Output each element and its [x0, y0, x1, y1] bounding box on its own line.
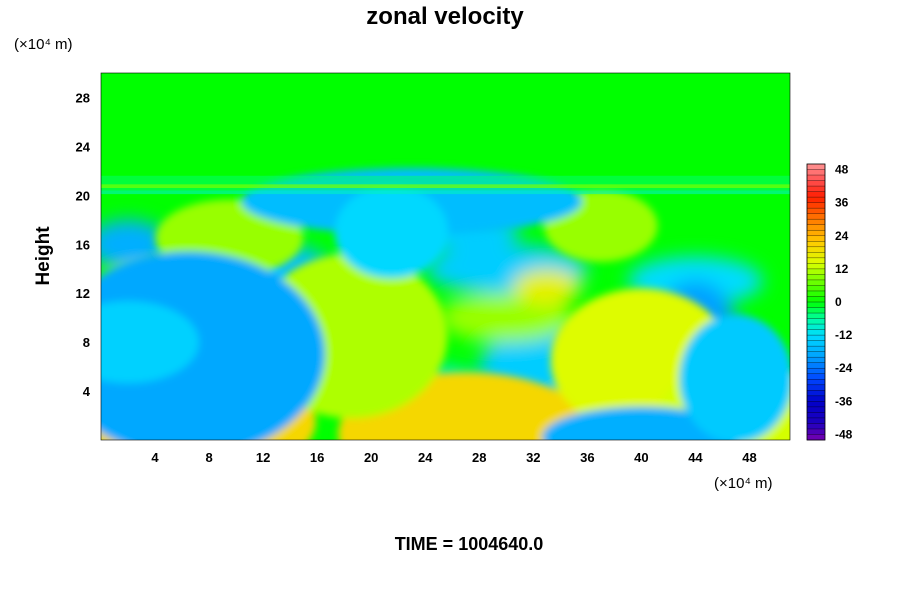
y-tick-label: 24: [76, 139, 91, 154]
colorbar-swatch: [807, 252, 825, 259]
y-tick-label: 8: [83, 335, 90, 350]
y-tick-label: 4: [83, 384, 91, 399]
shear-layer: [101, 175, 790, 195]
colorbar-swatch: [807, 313, 825, 319]
y-tick-label: 20: [76, 188, 90, 203]
colorbar-swatch: [807, 230, 825, 237]
colorbar-swatch: [807, 290, 825, 297]
y-tick-label: 16: [76, 237, 90, 252]
x-axis-unit: (×10⁴ m): [714, 475, 773, 492]
x-tick-label: 28: [472, 450, 486, 465]
colorbar-swatch: [807, 241, 825, 248]
colorbar: [806, 163, 826, 441]
colorbar-swatch: [807, 401, 825, 408]
colorbar-swatch: [807, 329, 825, 336]
colorbar-swatch: [807, 368, 825, 375]
x-tick-label: 8: [205, 450, 212, 465]
colorbar-swatch: [807, 296, 825, 303]
x-tick-label: 12: [256, 450, 270, 465]
colorbar-swatch: [807, 307, 825, 314]
colorbar-swatch: [807, 208, 825, 214]
colorbar-swatch: [807, 169, 825, 176]
y-axis-ticks: 4 8 12 16 20 24 28: [76, 90, 91, 399]
colorbar-swatch: [807, 357, 825, 364]
colorbar-swatch: [807, 384, 825, 391]
colorbar-swatch: [807, 213, 825, 220]
velocity-extremum: [679, 314, 790, 440]
colorbar-swatch: [807, 428, 825, 435]
colorbar-swatch: [807, 285, 825, 292]
colorbar-swatch: [807, 202, 825, 209]
x-axis-ticks: 4 8 12 16 20 24 28 32 36 40 44 48: [151, 450, 756, 465]
colorbar-swatch: [807, 373, 825, 380]
x-tick-label: 40: [634, 450, 648, 465]
colorbar-frame: [806, 163, 826, 441]
plot-area: [101, 73, 790, 440]
colorbar-swatch: [807, 175, 825, 181]
colorbar-tick-label: 48: [835, 163, 849, 177]
x-tick-label: 44: [688, 450, 703, 465]
plot-frame: [100, 72, 791, 441]
colorbar-swatch: [807, 224, 825, 231]
colorbar-swatch: [807, 279, 825, 286]
x-tick-label: 20: [364, 450, 378, 465]
x-tick-label: 36: [580, 450, 594, 465]
x-tick-label: 4: [151, 450, 159, 465]
colorbar-tick-label: 24: [835, 229, 849, 243]
x-tick-label: 48: [742, 450, 756, 465]
colorbar-swatch: [807, 263, 825, 270]
colorbar-swatch: [807, 423, 825, 430]
colorbar-tick-label: -36: [835, 394, 853, 408]
colorbar-swatch: [807, 340, 825, 347]
colorbar-swatch: [807, 219, 825, 226]
colorbar-swatch: [807, 302, 825, 308]
colorbar-swatch: [807, 318, 825, 325]
colorbar-swatch: [807, 246, 825, 253]
colorbar-ticks: 48 36 24 12 0 -12 -24 -36 -48: [835, 163, 853, 442]
colorbar-tick-label: -12: [835, 328, 853, 342]
colorbar-swatch: [807, 395, 825, 402]
velocity-extremum: [334, 185, 449, 279]
y-axis-label: Height: [33, 226, 54, 286]
colorbar-swatch: [807, 324, 825, 330]
colorbar-swatch: [807, 235, 825, 242]
y-tick-label: 28: [76, 90, 90, 105]
time-label: TIME = 1004640.0: [395, 534, 544, 554]
colorbar-swatch: [807, 406, 825, 413]
chart-title: zonal velocity: [366, 3, 524, 30]
colorbar-swatch: [807, 257, 825, 264]
colorbar-swatch: [807, 164, 825, 170]
colorbar-swatch: [807, 379, 825, 386]
colorbar-swatch: [807, 335, 825, 341]
colorbar-tick-label: 36: [835, 196, 849, 210]
colorbar-tick-label: -48: [835, 427, 853, 441]
colorbar-swatch: [807, 180, 825, 187]
colorbar-swatch: [807, 186, 825, 192]
colorbar-tick-label: 0: [835, 295, 842, 309]
x-tick-label: 16: [310, 450, 324, 465]
velocity-extremum: [101, 301, 199, 384]
x-tick-label: 32: [526, 450, 540, 465]
x-tick-label: 24: [418, 450, 433, 465]
colorbar-swatch: [807, 346, 825, 352]
colorbar-swatch: [807, 390, 825, 397]
colorbar-swatch: [807, 191, 825, 198]
colorbar-swatch: [807, 197, 825, 203]
colorbar-swatch: [807, 362, 825, 369]
colorbar-swatch: [807, 268, 825, 275]
colorbar-swatch: [807, 412, 825, 419]
colorbar-tick-label: -24: [835, 361, 853, 375]
colorbar-swatch: [807, 351, 825, 358]
colorbar-swatch: [807, 274, 825, 281]
velocity-field: [101, 168, 790, 440]
colorbar-swatch: [807, 417, 825, 424]
colorbar-swatch: [807, 434, 825, 441]
colorbar-tick-label: 12: [835, 262, 849, 276]
y-axis-unit: (×10⁴ m): [14, 36, 73, 53]
y-tick-label: 12: [76, 286, 90, 301]
